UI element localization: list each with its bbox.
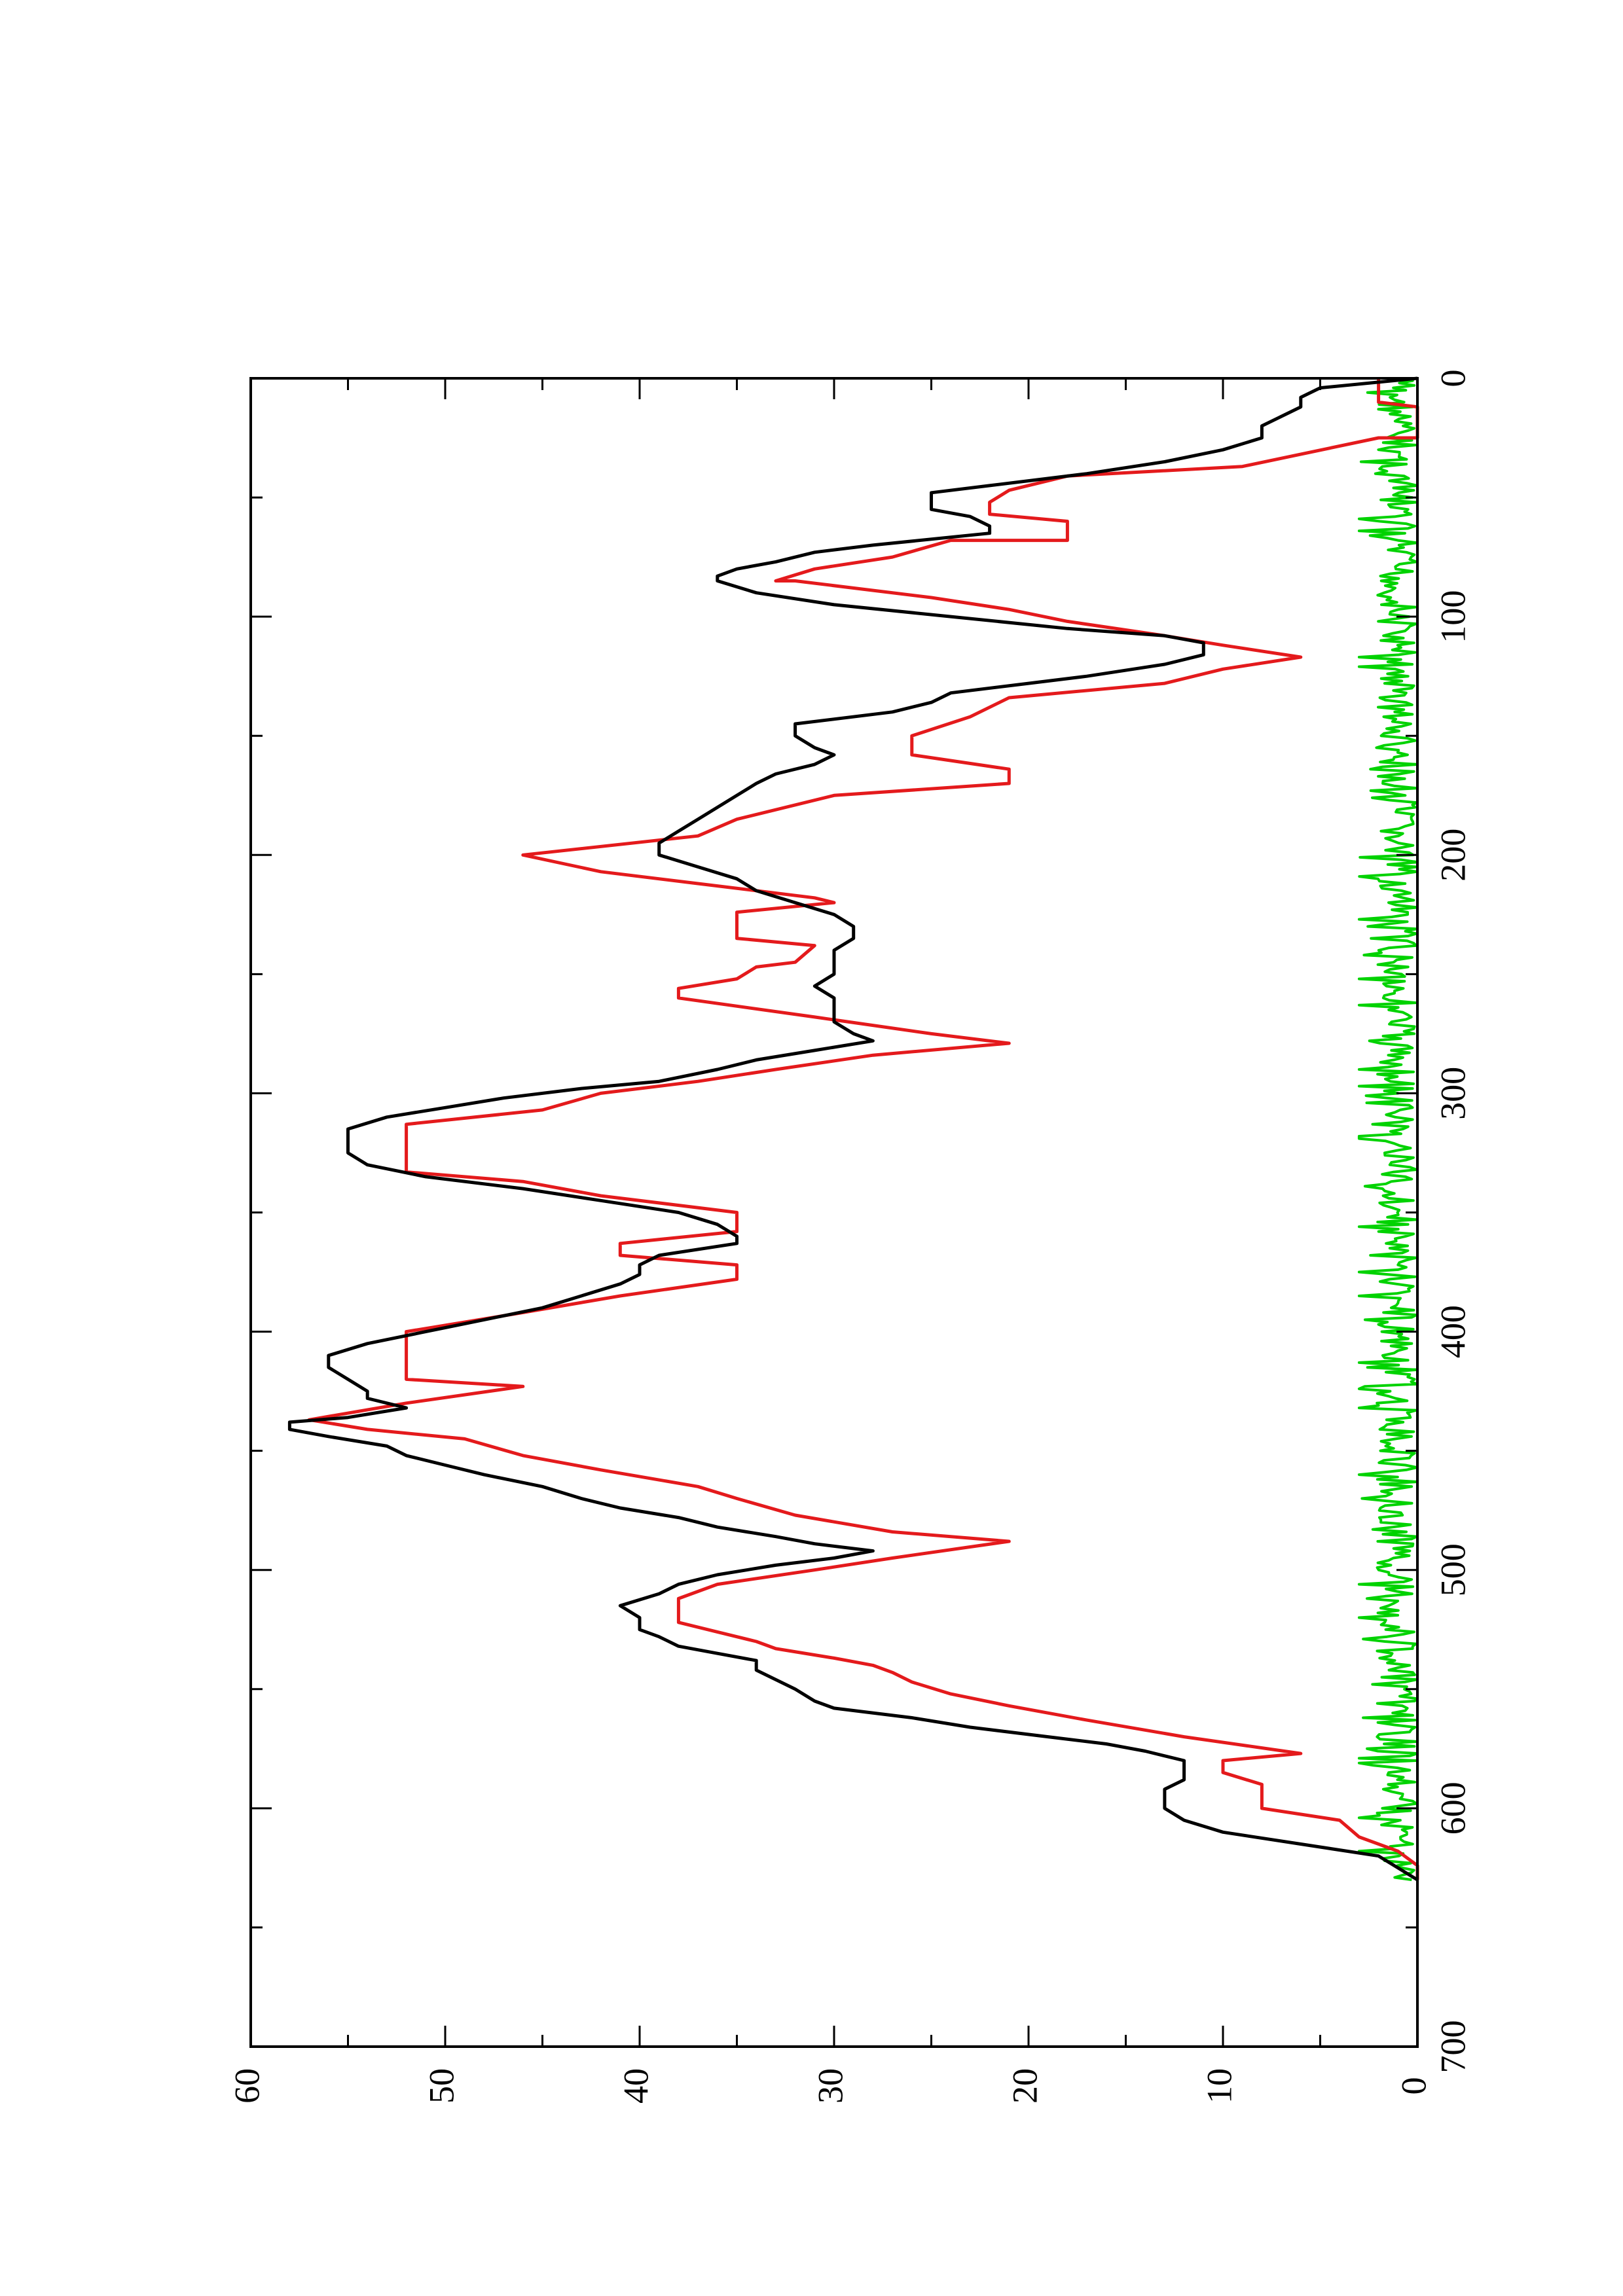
y-tick-label: 60 bbox=[227, 2068, 266, 2104]
x-tick-label: 300 bbox=[1433, 1067, 1472, 1120]
y-tick-label: 40 bbox=[616, 2068, 655, 2104]
series-line bbox=[1357, 377, 1419, 1882]
x-tick-label: 200 bbox=[1433, 829, 1472, 882]
series-line bbox=[287, 376, 1419, 1882]
y-tick-label: 20 bbox=[1005, 2068, 1044, 2104]
y-tick-label: 50 bbox=[422, 2068, 461, 2104]
series-layer bbox=[287, 376, 1419, 1882]
x-tick-label: 400 bbox=[1433, 1305, 1472, 1358]
x-tick-label: 700 bbox=[1433, 2020, 1472, 2073]
y-tick-label: 10 bbox=[1199, 2068, 1239, 2104]
x-tick-label: 600 bbox=[1433, 1782, 1472, 1835]
plot-frame bbox=[249, 377, 1419, 2048]
x-tick-label: 0 bbox=[1433, 370, 1472, 387]
series-line bbox=[307, 378, 1419, 1880]
x-axis: 0 100 200 300 400 500 600 700 bbox=[251, 370, 1472, 2073]
y-tick-label: 0 bbox=[1394, 2077, 1433, 2095]
y-axis: 0 10 20 30 40 50 60 bbox=[227, 378, 1433, 2104]
x-tick-label: 500 bbox=[1433, 1543, 1472, 1596]
x-tick-label: 100 bbox=[1433, 590, 1472, 643]
y-tick-label: 30 bbox=[811, 2068, 850, 2104]
